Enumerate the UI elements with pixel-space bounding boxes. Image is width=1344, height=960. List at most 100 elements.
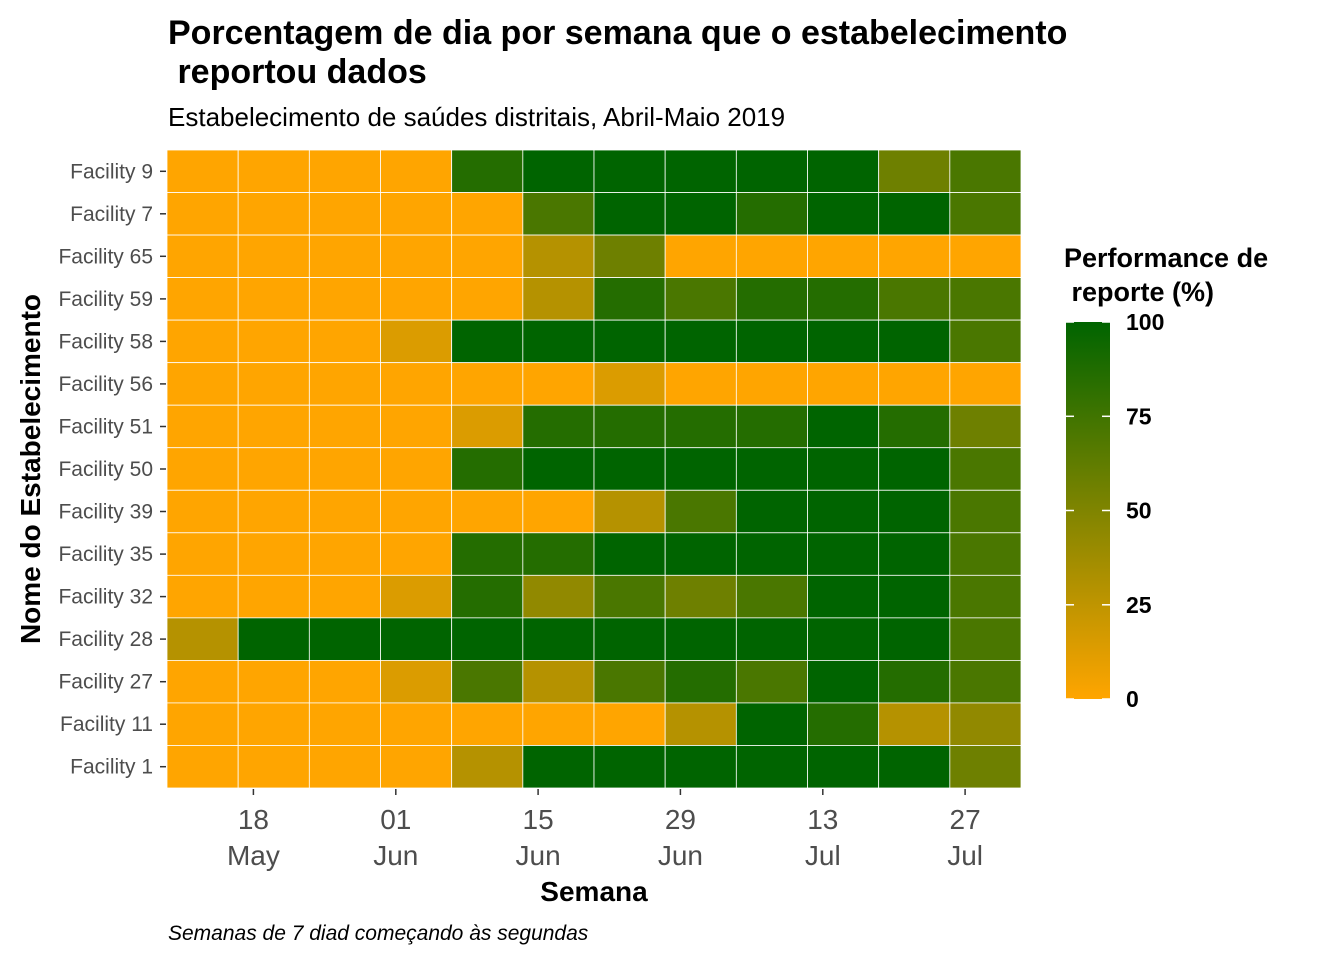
x-tick-label: 18 May [227, 804, 280, 871]
heatmap-cell [807, 489, 880, 534]
heatmap-cell [807, 192, 880, 236]
heatmap-cell [522, 362, 595, 406]
heatmap-cell [166, 447, 239, 491]
heatmap-cell [380, 362, 453, 406]
heatmap-cell [522, 489, 595, 534]
y-tick-label: Facility 59 [58, 288, 153, 311]
heatmap-cell [878, 489, 951, 534]
chart-caption: Semanas de 7 diad começando às segundas [168, 922, 589, 945]
heatmap-cell [735, 489, 808, 534]
y-tick-label: Facility 28 [58, 628, 153, 651]
heatmap-cell [593, 745, 666, 789]
heatmap-cell [166, 617, 239, 661]
y-tick-label: Facility 50 [58, 458, 153, 481]
x-axis: 18 May 01 Jun 15 Jun 29 Jun 13 Jul 27 Jul [227, 789, 983, 871]
legend-tick-label: 75 [1126, 403, 1152, 429]
heatmap-cell [451, 702, 524, 746]
heatmap-cell [949, 277, 1022, 321]
heatmap-cell [949, 234, 1022, 279]
x-tick-label: 13 Jul [805, 804, 841, 871]
heatmap-cell [308, 702, 381, 746]
heatmap-cell [878, 362, 951, 406]
heatmap-cell [380, 447, 453, 491]
heatmap-cell [451, 617, 524, 661]
heatmap-cell [451, 192, 524, 236]
heatmap-cell [878, 702, 951, 746]
heatmap-cell [166, 532, 239, 576]
heatmap-cell [237, 447, 310, 491]
heatmap-cell [451, 277, 524, 321]
y-tick-label: Facility 58 [58, 330, 153, 353]
heatmap-cell [949, 745, 1022, 789]
heatmap-cell [380, 660, 453, 704]
heatmap-cell [308, 447, 381, 491]
heatmap-cell [949, 660, 1022, 704]
heatmap-cell [949, 192, 1022, 236]
heatmap-cell [878, 447, 951, 491]
y-tick-label: Facility 32 [58, 586, 153, 609]
heatmap-cell [735, 149, 808, 193]
y-tick-label: Facility 7 [70, 203, 153, 226]
heatmap-cell [664, 702, 737, 746]
heatmap-cell [380, 489, 453, 534]
heatmap-cell [237, 532, 310, 576]
heatmap-cell [664, 489, 737, 534]
heatmap-cell [735, 617, 808, 661]
heatmap-cell [949, 489, 1022, 534]
heatmap-cell [237, 660, 310, 704]
heatmap-cell [949, 447, 1022, 491]
heatmap-cell [735, 277, 808, 321]
heatmap-cell [166, 489, 239, 534]
heatmap-cell [878, 234, 951, 279]
x-tick-label: 29 Jun [658, 804, 703, 871]
heatmap-cell [451, 362, 524, 406]
heatmap-cell [166, 362, 239, 406]
heatmap-cell [166, 404, 239, 449]
heatmap-cell [522, 574, 595, 619]
heatmap-cell [380, 574, 453, 619]
heatmap-cell [664, 319, 737, 364]
heatmap-cell [807, 702, 880, 746]
heatmap-cell [380, 404, 453, 449]
heatmap-cell [664, 574, 737, 619]
heatmap-cell [308, 277, 381, 321]
heatmap-cells [166, 149, 1022, 789]
heatmap-cell [593, 404, 666, 449]
heatmap-cell [807, 404, 880, 449]
heatmap-cell [878, 574, 951, 619]
heatmap-cell [237, 489, 310, 534]
heatmap-cell [593, 489, 666, 534]
heatmap-cell [237, 192, 310, 236]
heatmap-cell [237, 745, 310, 789]
y-tick-label: Facility 65 [58, 245, 153, 268]
heatmap-cell [308, 404, 381, 449]
heatmap-cell [664, 149, 737, 193]
heatmap-cell [237, 149, 310, 193]
heatmap-cell [451, 660, 524, 704]
heatmap-cell [807, 234, 880, 279]
y-tick-label: Facility 1 [70, 756, 153, 779]
legend-tick-label: 100 [1126, 309, 1164, 335]
heatmap-cell [522, 702, 595, 746]
heatmap-cell [451, 447, 524, 491]
heatmap-cell [451, 489, 524, 534]
chart-subtitle: Estabelecimento de saúdes distritais, Ab… [168, 102, 785, 132]
x-tick-label: 01 Jun [373, 804, 418, 871]
heatmap-cell [664, 234, 737, 279]
heatmap-cell [807, 447, 880, 491]
heatmap-cell [735, 532, 808, 576]
heatmap-cell [735, 192, 808, 236]
heatmap-cell [380, 532, 453, 576]
legend-ticks: 0 25 50 75 100 [1066, 309, 1164, 712]
legend-tick-label: 50 [1126, 498, 1152, 524]
legend-title: Performance de reporte (%) [1064, 243, 1268, 307]
heatmap-cell [522, 660, 595, 704]
y-tick-label: Facility 56 [58, 373, 153, 396]
heatmap-cell [380, 617, 453, 661]
heatmap-cell [237, 234, 310, 279]
heatmap-cell [664, 617, 737, 661]
heatmap-cell [593, 234, 666, 279]
heatmap-cell [522, 149, 595, 193]
heatmap-cell [380, 319, 453, 364]
